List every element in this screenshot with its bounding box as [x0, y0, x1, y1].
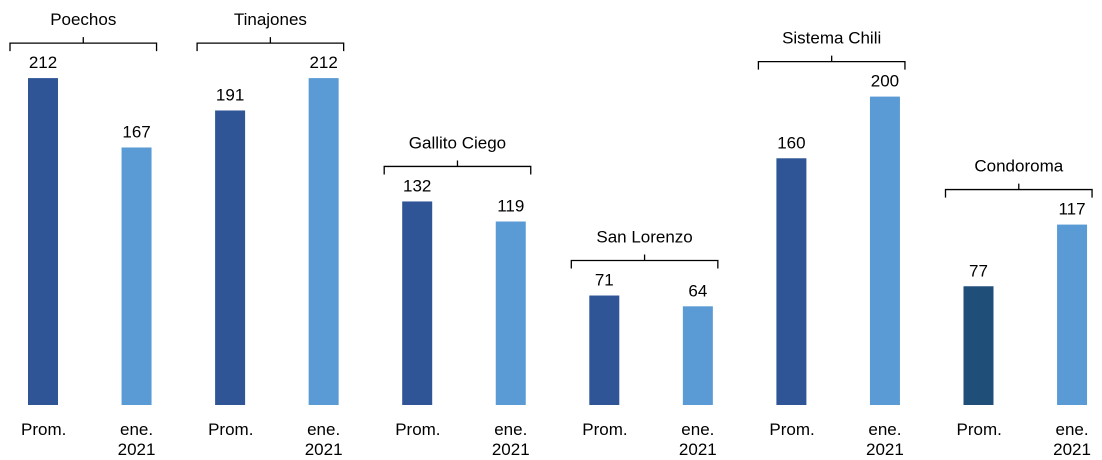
value-label: 167	[122, 122, 150, 141]
x-tick-label: ene. 2021	[678, 420, 717, 459]
bar	[28, 78, 58, 405]
value-label: 160	[777, 133, 805, 152]
group-label: Gallito Ciego	[409, 133, 506, 152]
x-tick-label: Prom.	[21, 420, 67, 439]
value-label: 212	[29, 53, 57, 72]
x-tick-label: ene. 2021	[1053, 420, 1091, 459]
bar	[869, 96, 900, 405]
group-label: Tinajones	[234, 10, 307, 29]
x-tick-label: Prom.	[208, 420, 254, 439]
x-tick-label: Prom.	[582, 420, 628, 439]
value-label: 117	[1058, 200, 1085, 219]
value-label: 119	[497, 197, 524, 216]
bar	[776, 158, 807, 405]
bar	[495, 221, 526, 405]
value-label: 77	[969, 261, 988, 280]
group-bracket	[944, 183, 1093, 198]
group-label: Sistema Chili	[782, 29, 881, 48]
bar	[963, 286, 994, 405]
value-label: 200	[871, 72, 899, 91]
group-bracket	[757, 55, 906, 70]
group-label: Poechos	[50, 10, 116, 29]
bar	[589, 295, 620, 405]
bar	[402, 201, 433, 405]
x-tick-label: Prom.	[956, 420, 1002, 439]
group-bracket	[196, 37, 345, 52]
group-label: San Lorenzo	[596, 228, 692, 247]
bar	[682, 306, 713, 405]
bar	[308, 78, 339, 405]
x-tick-label: ene. 2021	[866, 420, 904, 459]
value-label: 132	[403, 176, 431, 195]
group-bracket	[9, 37, 158, 52]
x-tick-label: ene. 2021	[117, 420, 156, 459]
value-label: 191	[216, 85, 244, 104]
group-bracket	[383, 160, 532, 175]
x-tick-label: ene. 2021	[491, 420, 530, 459]
bar	[215, 110, 246, 405]
value-label: 212	[309, 53, 337, 72]
x-tick-label: ene. 2021	[304, 420, 343, 459]
bar	[1057, 224, 1088, 405]
value-label: 64	[688, 281, 707, 300]
group-bracket	[570, 254, 719, 269]
x-tick-label: Prom.	[395, 420, 441, 439]
group-label: Condoroma	[974, 157, 1063, 176]
x-tick-label: Prom.	[769, 420, 815, 439]
value-label: 71	[595, 271, 614, 290]
bar	[121, 147, 152, 405]
